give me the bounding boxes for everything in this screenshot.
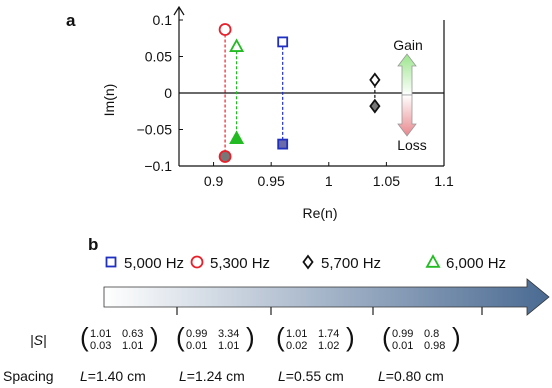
y-tick-label: 0 (164, 85, 172, 101)
data-point (218, 23, 232, 36)
s-matrix: () 0.99 0.8 0.01 0.98 (382, 322, 461, 352)
matrix-cell: 0.99 (186, 328, 207, 340)
spacing-value: L=0.80 cm (378, 368, 444, 384)
legend-label: 6,000 Hz (446, 255, 506, 272)
spacing-label: Spacing (3, 368, 54, 384)
y-axis-label: Im(n) (101, 84, 117, 117)
matrix-bracket-right: ) (150, 322, 159, 352)
loss-label: Loss (397, 137, 427, 153)
matrix-bracket-right: ) (246, 322, 255, 352)
y-tick-label: 0.05 (145, 49, 172, 65)
data-point (277, 138, 289, 150)
matrix-bracket-right: ) (346, 322, 355, 352)
matrix-cell: 1.74 (318, 328, 339, 340)
matrix-bracket-left: ( (276, 322, 285, 352)
matrix-bracket-left: ( (382, 322, 391, 352)
panel-a-label: a (66, 11, 76, 30)
spacing-value: L=1.24 cm (179, 368, 245, 384)
matrix-cell: 0.01 (392, 340, 413, 352)
x-tick-label: 1.05 (373, 173, 400, 189)
legend-label: 5,000 Hz (124, 255, 184, 272)
x-tick-label: 0.95 (258, 173, 285, 189)
plot-points (218, 23, 381, 163)
legend-label: 5,700 Hz (321, 255, 381, 272)
s-matrix: () 0.99 3.34 0.01 1.01 (176, 322, 255, 352)
matrix-cell: 1.01 (90, 328, 111, 340)
frequency-arrow (103, 278, 550, 316)
loss-arrow-icon (397, 94, 417, 137)
matrix-bracket-right: ) (452, 322, 461, 352)
y-axis-arrow-icon (173, 5, 185, 16)
data-point (229, 38, 245, 52)
matrix-cell: 3.34 (218, 328, 239, 340)
gain-label: Gain (393, 37, 423, 53)
y-tick-label: −0.05 (137, 122, 173, 138)
data-point (229, 130, 245, 144)
diamond-icon (302, 254, 314, 270)
spacing-value: L=1.40 cm (80, 368, 146, 384)
s-matrix: () 1.01 1.74 0.02 1.02 (276, 322, 355, 352)
matrix-cell: 1.02 (318, 340, 339, 352)
matrix-cell: 0.99 (392, 328, 413, 340)
data-point (218, 150, 232, 163)
matrix-cell: 0.01 (186, 340, 207, 352)
circle-icon (190, 255, 204, 269)
matrix-cell: 0.02 (286, 340, 307, 352)
data-point (369, 72, 381, 88)
x-axis-label: Re(n) (302, 205, 337, 221)
legend: 5,000 Hz 5,300 Hz 5,700 Hz 6,000 Hz (105, 254, 506, 272)
matrix-cell: 1.01 (286, 328, 307, 340)
data-point (369, 98, 381, 114)
matrix-cell: 0.98 (424, 340, 445, 352)
legend-label: 5,300 Hz (210, 255, 270, 272)
y-tick-label: −0.1 (144, 158, 172, 174)
x-tick-label: 1.1 (434, 173, 454, 189)
x-tick-label: 1 (325, 173, 333, 189)
matrix-cell: 0.63 (122, 328, 143, 340)
matrix-cell: 0.03 (90, 340, 111, 352)
plot-axes: 0.9 0.95 1 1.05 1.1 −0.1 −0.05 0 0.05 0.1 (137, 5, 454, 189)
gain-arrow-icon (397, 53, 417, 96)
x-tick-label: 0.9 (204, 173, 224, 189)
matrix-cell: 1.01 (218, 340, 239, 352)
matrix-cell: 1.01 (122, 340, 143, 352)
matrix-bracket-left: ( (80, 322, 89, 352)
y-tick-label: 0.1 (153, 12, 173, 28)
square-icon (105, 256, 117, 268)
triangle-icon (425, 254, 441, 268)
spacings: L=1.40 cm L=1.24 cm L=0.55 cm L=0.80 cm (80, 368, 444, 384)
s-matrix-label: |S| (30, 332, 47, 348)
spacing-value: L=0.55 cm (278, 368, 344, 384)
matrix-bracket-left: ( (176, 322, 185, 352)
data-point (277, 36, 289, 48)
s-matrices: ()1.01 0.630.03 1.01()0.99 3.340.01 1.01()1.… (80, 322, 461, 352)
s-matrix: ()1.01 0.630.03 1.01 (80, 322, 159, 352)
panel-b-label: b (88, 235, 98, 254)
matrix-cell: 0.8 (424, 328, 439, 340)
